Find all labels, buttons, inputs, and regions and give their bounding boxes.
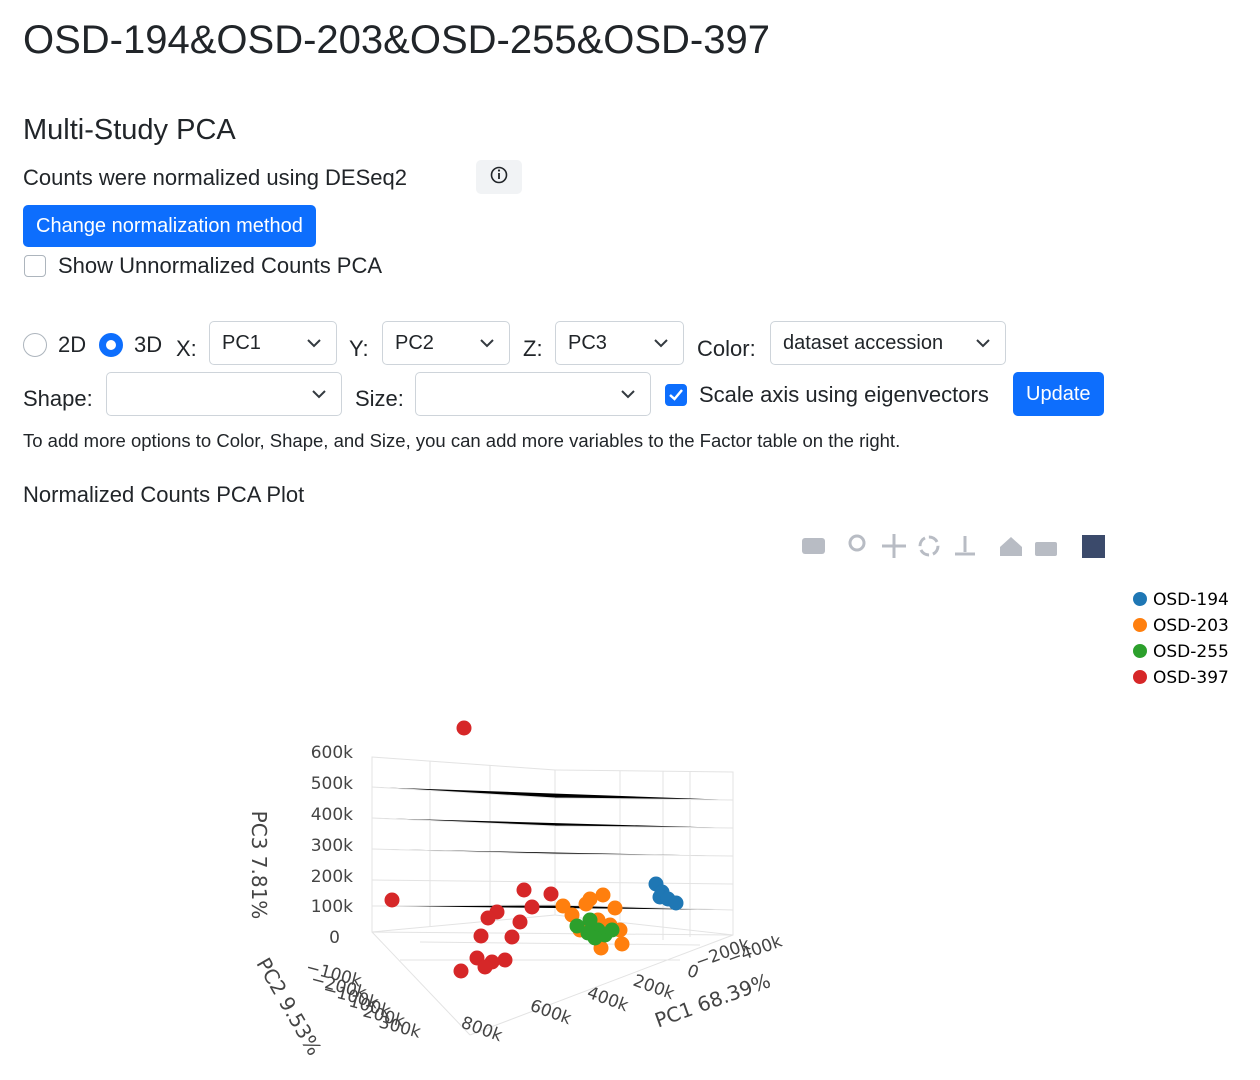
z-tick-label: 0	[329, 928, 340, 948]
legend: OSD-194 OSD-203 OSD-255 OSD-397	[1133, 590, 1229, 688]
plot-toolbar	[802, 534, 1105, 558]
scatter-points	[384, 720, 684, 979]
unnormalized-label: Show Unnormalized Counts PCA	[58, 253, 383, 278]
axis-labels: 600k 500k 400k 300k 200k 100k 0 PC3 7.81…	[247, 743, 785, 1060]
orbit-icon[interactable]	[918, 535, 940, 557]
z-select[interactable]: PC3	[555, 321, 684, 365]
x-label: X:	[176, 336, 197, 361]
legend-label: OSD-255	[1153, 642, 1229, 662]
z-select-value: PC3	[568, 332, 607, 354]
size-select[interactable]	[415, 372, 651, 416]
y-tick-label: 300k	[377, 1013, 423, 1043]
z-tick-label: 500k	[311, 774, 353, 794]
legend-label: OSD-194	[1153, 590, 1229, 610]
radio-3d-label: 3D	[134, 332, 163, 357]
z-tick-label: 100k	[311, 897, 353, 917]
x-select-value: PC1	[222, 332, 261, 354]
camera-view-icon[interactable]	[1035, 542, 1057, 556]
z-tick-label: 300k	[311, 836, 353, 856]
hint-text: To add more options to Color, Shape, and…	[23, 430, 901, 451]
z-label: Z:	[523, 336, 543, 361]
shape-label: Shape:	[23, 386, 93, 411]
z-tick-label: 200k	[311, 867, 353, 887]
scale-label: Scale axis using eigenvectors	[699, 382, 989, 407]
shape-select[interactable]	[106, 372, 342, 416]
pan-icon[interactable]	[882, 534, 906, 558]
unnormalized-checkbox[interactable]	[24, 255, 46, 277]
points-osd-397	[384, 720, 559, 979]
color-label: Color:	[697, 336, 756, 361]
x-tick-label: 200k	[630, 971, 677, 1004]
x-tick-label: −400k	[725, 932, 785, 970]
page-title: OSD-194&OSD-203&OSD-255&OSD-397	[23, 18, 770, 62]
home-icon[interactable]	[1000, 537, 1022, 556]
color-select-value: dataset accession	[783, 332, 944, 354]
radio-3d[interactable]	[99, 333, 123, 357]
scene-grid	[371, 756, 734, 1036]
zoom-icon[interactable]	[848, 534, 866, 552]
x-tick-label: 600k	[527, 996, 574, 1029]
size-label: Size:	[355, 386, 404, 411]
y-select[interactable]: PC2	[382, 321, 510, 365]
color-select[interactable]: dataset accession	[770, 321, 1006, 365]
legend-label: OSD-203	[1153, 616, 1229, 636]
update-button[interactable]: Update	[1013, 372, 1104, 416]
legend-label: OSD-397	[1153, 668, 1229, 688]
z-tick-label: 600k	[311, 743, 353, 763]
x-tick-label: 800k	[458, 1013, 505, 1046]
plot-title: Normalized Counts PCA Plot	[23, 482, 305, 507]
legend-marker	[1133, 644, 1147, 658]
pca-plot: OSD-194 OSD-203 OSD-255 OSD-397 600k 500…	[247, 534, 1229, 1060]
legend-marker	[1133, 592, 1147, 606]
change-normalization-button[interactable]: Change normalization method	[23, 205, 316, 247]
info-button[interactable]	[476, 160, 522, 194]
radio-2d-label: 2D	[58, 332, 87, 357]
legend-marker	[1133, 670, 1147, 684]
scale-checkbox[interactable]	[665, 384, 687, 406]
turntable-icon[interactable]	[955, 536, 975, 556]
y-label: Y:	[349, 336, 369, 361]
z-tick-label: 400k	[311, 805, 353, 825]
points-osd-194	[648, 876, 684, 911]
z-axis-title: PC3 7.81%	[247, 811, 271, 920]
plotly-logo[interactable]	[1082, 535, 1105, 558]
x-select[interactable]: PC1	[209, 321, 337, 365]
legend-marker	[1133, 618, 1147, 632]
points-osd-255	[569, 912, 620, 946]
normalization-text: Counts were normalized using DESeq2	[23, 165, 407, 190]
radio-2d[interactable]	[23, 333, 47, 357]
x-tick-label: 400k	[584, 983, 631, 1016]
camera-icon[interactable]	[802, 538, 825, 554]
y-select-value: PC2	[395, 332, 434, 354]
section-title: Multi-Study PCA	[23, 114, 236, 146]
